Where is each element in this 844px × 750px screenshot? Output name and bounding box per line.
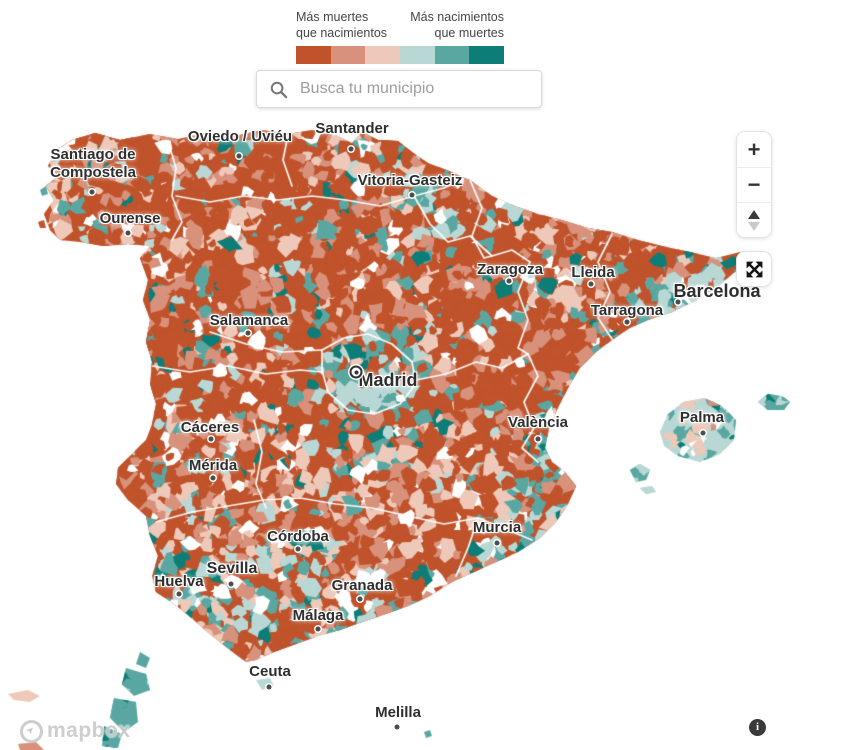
legend-swatch-5 (469, 46, 505, 64)
legend-label-births-line2: que muertes (434, 26, 504, 40)
map-navigation-controls: + − (736, 131, 772, 238)
legend-swatch-3 (400, 46, 435, 64)
legend-swatch-1 (330, 46, 366, 64)
legend-label-deaths-line2: que nacimientos (296, 26, 388, 40)
mapbox-wordmark: mapbox (47, 719, 131, 742)
legend-label-births: Más nacimientos que muertes (410, 9, 504, 41)
zoom-out-button[interactable]: − (737, 167, 771, 202)
zoom-in-button[interactable]: + (737, 132, 771, 167)
legend-label-births-line1: Más nacimientos (410, 10, 504, 24)
legend-labels: Más muertes que nacimientos Más nacimien… (296, 9, 504, 41)
legend-swatch-4 (434, 46, 470, 64)
fullscreen-button[interactable] (736, 251, 772, 287)
attribution-info-button[interactable]: i (749, 719, 766, 736)
legend-swatch-2 (365, 46, 401, 64)
search-icon (270, 81, 288, 98)
mapbox-logo[interactable]: ➤ mapbox (20, 719, 131, 743)
legend: Más muertes que nacimientos Más nacimien… (296, 9, 505, 64)
triangle-down-icon (748, 221, 760, 231)
mapbox-icon: ➤ (20, 719, 43, 743)
search-input[interactable] (298, 79, 531, 99)
legend-color-scale (296, 46, 505, 64)
legend-label-deaths-line1: Más muertes (296, 10, 369, 24)
legend-swatch-0 (296, 46, 331, 64)
fullscreen-icon (746, 261, 762, 277)
triangle-up-icon (748, 209, 760, 219)
compass-icon (748, 209, 760, 231)
legend-label-deaths: Más muertes que nacimientos (296, 9, 387, 41)
compass-button[interactable] (737, 202, 771, 237)
municipality-search[interactable] (256, 70, 542, 108)
